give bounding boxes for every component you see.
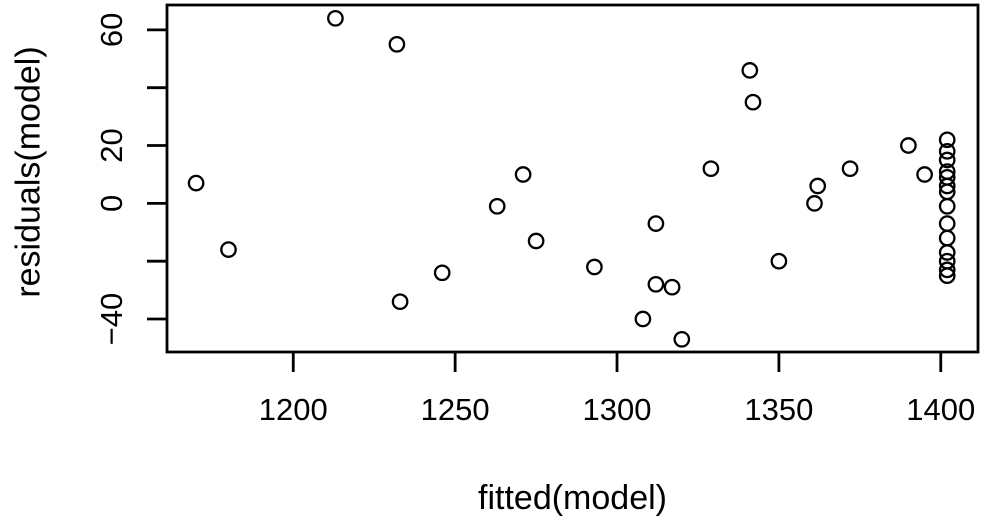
data-point <box>938 177 956 195</box>
data-point <box>938 142 956 160</box>
data-point <box>514 166 532 183</box>
data-point <box>806 195 823 212</box>
plot-box <box>165 3 980 354</box>
data-point <box>586 258 603 276</box>
data-point <box>634 310 652 328</box>
data-point <box>327 9 344 27</box>
data-point <box>900 137 917 154</box>
data-point <box>647 275 665 293</box>
data-point <box>809 177 827 195</box>
data-point <box>488 197 506 215</box>
x-tick-label: 1350 <box>744 392 813 427</box>
data-point <box>938 131 956 149</box>
x-tick-label: 1300 <box>583 392 652 427</box>
data-point <box>391 293 409 311</box>
x-tick-label: 1400 <box>906 392 975 427</box>
data-point <box>663 278 681 296</box>
data-point <box>388 35 406 53</box>
data-point <box>841 160 859 178</box>
data-point <box>647 215 665 232</box>
data-point <box>527 232 545 250</box>
data-point <box>916 166 933 183</box>
data-point <box>741 62 759 79</box>
data-point <box>433 264 451 282</box>
x-tick-label: 1250 <box>421 392 490 427</box>
data-point <box>702 160 720 178</box>
data-point <box>187 174 205 192</box>
x-axis-title: fitted(model) <box>478 479 667 517</box>
data-point <box>938 215 956 232</box>
data-point <box>938 261 956 279</box>
y-tick-label: −40 <box>94 293 129 346</box>
y-tick-label: 0 <box>94 195 129 212</box>
data-point <box>744 93 762 111</box>
data-point <box>938 229 956 247</box>
y-tick-label: 20 <box>94 128 129 162</box>
data-point <box>938 197 956 215</box>
y-tick-label: 60 <box>94 13 129 47</box>
data-point <box>938 244 956 261</box>
data-point <box>770 252 788 270</box>
data-point <box>938 267 956 285</box>
data-point <box>220 241 237 258</box>
y-axis-title: residuals(model) <box>9 46 48 298</box>
x-tick-label: 1200 <box>259 392 328 427</box>
data-point <box>938 151 956 169</box>
data-point <box>673 330 691 348</box>
